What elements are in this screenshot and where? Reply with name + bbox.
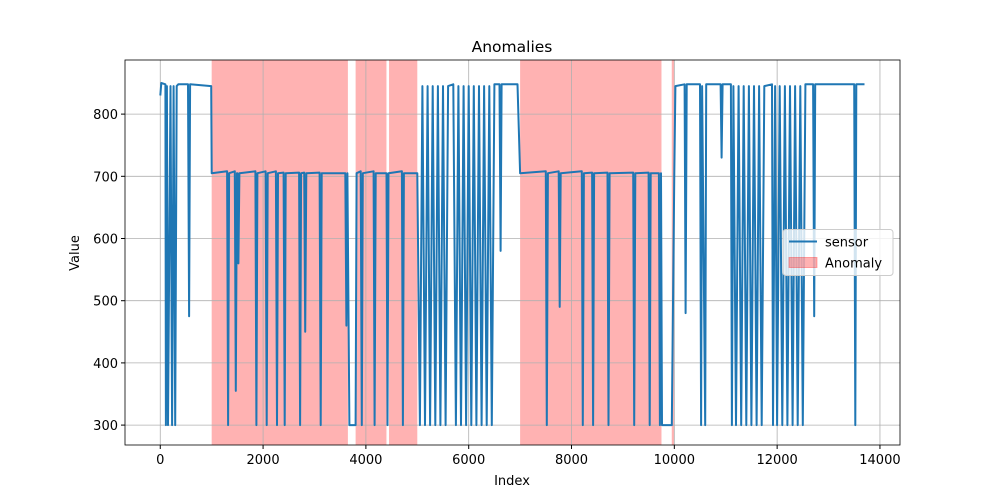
x-tick-label: 6000	[452, 453, 485, 468]
x-tick-label: 14000	[859, 453, 900, 468]
x-tick-label: 12000	[756, 453, 797, 468]
sensor-line	[159, 82, 865, 427]
x-tick-label: 10000	[654, 453, 695, 468]
x-axis-label: Index	[494, 474, 530, 489]
x-tick-label: 4000	[349, 453, 382, 468]
anomaly-region	[211, 60, 348, 445]
y-tick-label: 400	[93, 357, 118, 372]
chart-title: Anomalies	[472, 38, 553, 56]
y-axis-label: Value	[68, 235, 83, 271]
legend-label: sensor	[825, 236, 869, 251]
x-tick-label: 8000	[555, 453, 588, 468]
y-tick-label: 300	[93, 419, 118, 434]
y-tick-label: 600	[93, 233, 118, 248]
plot-frame	[124, 59, 901, 446]
y-tick-label: 800	[93, 108, 118, 123]
legend-patch	[788, 257, 818, 268]
y-tick-label: 500	[93, 295, 118, 310]
legend-label: Anomaly	[825, 257, 882, 272]
x-tick-label: 2000	[247, 453, 280, 468]
y-tick-label: 700	[93, 170, 118, 185]
legend: sensor Anomaly	[782, 229, 894, 276]
x-tick-label: 0	[156, 453, 164, 468]
anomaly-region	[520, 60, 662, 445]
